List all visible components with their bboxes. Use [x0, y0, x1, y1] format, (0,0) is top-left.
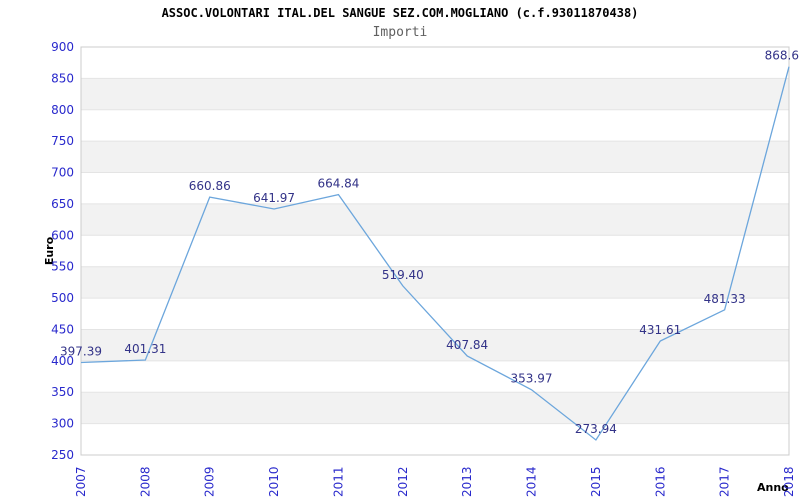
- grid-band: [81, 392, 789, 424]
- point-label: 641.97: [253, 191, 295, 205]
- y-tick-label: 600: [51, 228, 74, 242]
- x-tick-label: 2010: [267, 466, 281, 497]
- grid-band: [81, 203, 789, 236]
- chart-title: ASSOC.VOLONTARI ITAL.DEL SANGUE SEZ.COM.…: [161, 6, 639, 20]
- x-tick-label: 2016: [653, 466, 667, 497]
- y-tick-label: 700: [51, 166, 74, 180]
- x-tick-label: 2008: [138, 466, 152, 497]
- point-label: 397.39: [60, 344, 102, 358]
- y-tick-label: 650: [51, 197, 74, 211]
- x-tick-label: 2014: [525, 466, 539, 497]
- y-tick-label: 300: [51, 417, 74, 431]
- x-tick-label: 2018: [782, 466, 796, 497]
- point-label: 481.33: [704, 292, 746, 306]
- y-tick-label: 250: [51, 448, 74, 462]
- point-label: 353.97: [511, 372, 553, 386]
- point-label: 431.61: [639, 323, 681, 337]
- x-tick-label: 2007: [74, 466, 88, 497]
- data-series-line: [80, 66, 790, 441]
- y-tick-label: 400: [51, 354, 74, 368]
- point-label: 868.6: [765, 49, 799, 63]
- x-axis-title: Anno: [757, 481, 789, 494]
- y-tick-label: 350: [51, 385, 74, 399]
- x-tick-label: 2012: [396, 466, 410, 497]
- point-label: 401.31: [124, 342, 166, 356]
- y-tick-label: 450: [51, 322, 74, 336]
- y-tick-label: 500: [51, 291, 74, 305]
- x-tick-label: 2015: [589, 466, 603, 497]
- point-label: 664.84: [317, 177, 359, 191]
- x-tick-label: 2011: [331, 466, 345, 497]
- y-tick-label: 900: [51, 40, 74, 54]
- chart-subtitle: Importi: [372, 25, 428, 40]
- point-label: 519.40: [382, 268, 424, 282]
- point-label: 407.84: [446, 338, 488, 352]
- y-tick-label: 800: [51, 103, 74, 117]
- grid-band: [81, 329, 789, 361]
- grid-band: [81, 266, 789, 299]
- y-tick-label: 750: [51, 134, 74, 148]
- y-tick-label: 550: [51, 260, 74, 274]
- point-label: 273.94: [575, 422, 617, 436]
- x-tick-label: 2017: [718, 466, 732, 497]
- grid-band: [81, 78, 789, 110]
- x-tick-label: 2013: [460, 466, 474, 497]
- plot-border: [80, 46, 790, 456]
- y-tick-label: 850: [51, 71, 74, 85]
- point-label: 660.86: [189, 179, 231, 193]
- x-tick-label: 2009: [203, 466, 217, 497]
- grid-band: [81, 141, 789, 173]
